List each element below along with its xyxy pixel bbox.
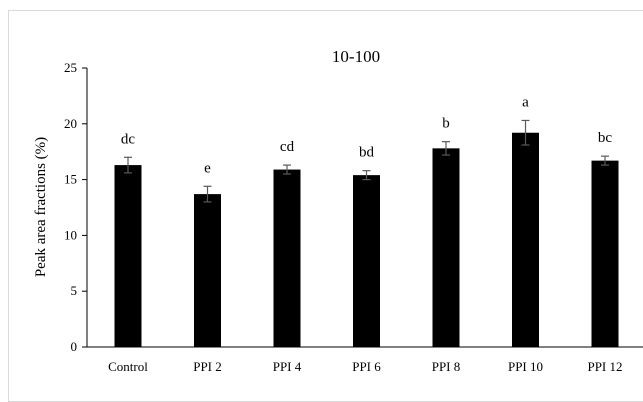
x-tick-label: PPI 2 bbox=[193, 359, 222, 374]
y-tick-label: 25 bbox=[64, 60, 77, 75]
significance-label: dc bbox=[121, 131, 136, 147]
significance-label: a bbox=[522, 94, 529, 110]
y-tick-label: 15 bbox=[64, 172, 77, 187]
significance-label: bd bbox=[359, 145, 375, 161]
x-tick-label: PPI 4 bbox=[273, 359, 302, 374]
y-tick-label: 20 bbox=[64, 116, 77, 131]
bar bbox=[432, 148, 460, 347]
bar bbox=[353, 175, 380, 347]
significance-label: e bbox=[204, 160, 211, 176]
y-tick-label: 5 bbox=[71, 283, 78, 298]
x-tick-label: PPI 10 bbox=[508, 359, 543, 374]
bar bbox=[273, 169, 301, 347]
bars: dc e cd bd b a bc bbox=[114, 94, 619, 347]
x-tick-label: Control bbox=[108, 359, 148, 374]
x-tick-label: PPI 6 bbox=[352, 359, 381, 374]
x-axis-labels: Control PPI 2 PPI 4 PPI 6 PPI 8 PPI 10 PPI 12 bbox=[108, 359, 622, 374]
significance-label: b bbox=[442, 116, 450, 132]
significance-label: bc bbox=[598, 130, 613, 146]
y-axis-label: Peak area fractions (%) bbox=[33, 137, 49, 277]
x-tick-label: PPI 12 bbox=[587, 359, 622, 374]
y-axis-ticks: 0 5 10 15 20 25 bbox=[64, 60, 87, 354]
significance-label: cd bbox=[280, 139, 295, 155]
y-tick-label: 10 bbox=[64, 227, 77, 242]
bar bbox=[591, 160, 619, 347]
bar-chart: 10-100 Peak area fractions (%) 0 5 10 15 20 2… bbox=[33, 47, 643, 374]
chart-title: 10-100 bbox=[332, 47, 380, 66]
x-tick-label: PPI 8 bbox=[432, 359, 461, 374]
bar bbox=[114, 165, 142, 347]
bar bbox=[194, 194, 221, 347]
y-tick-label: 0 bbox=[71, 339, 78, 354]
bar bbox=[512, 132, 539, 347]
